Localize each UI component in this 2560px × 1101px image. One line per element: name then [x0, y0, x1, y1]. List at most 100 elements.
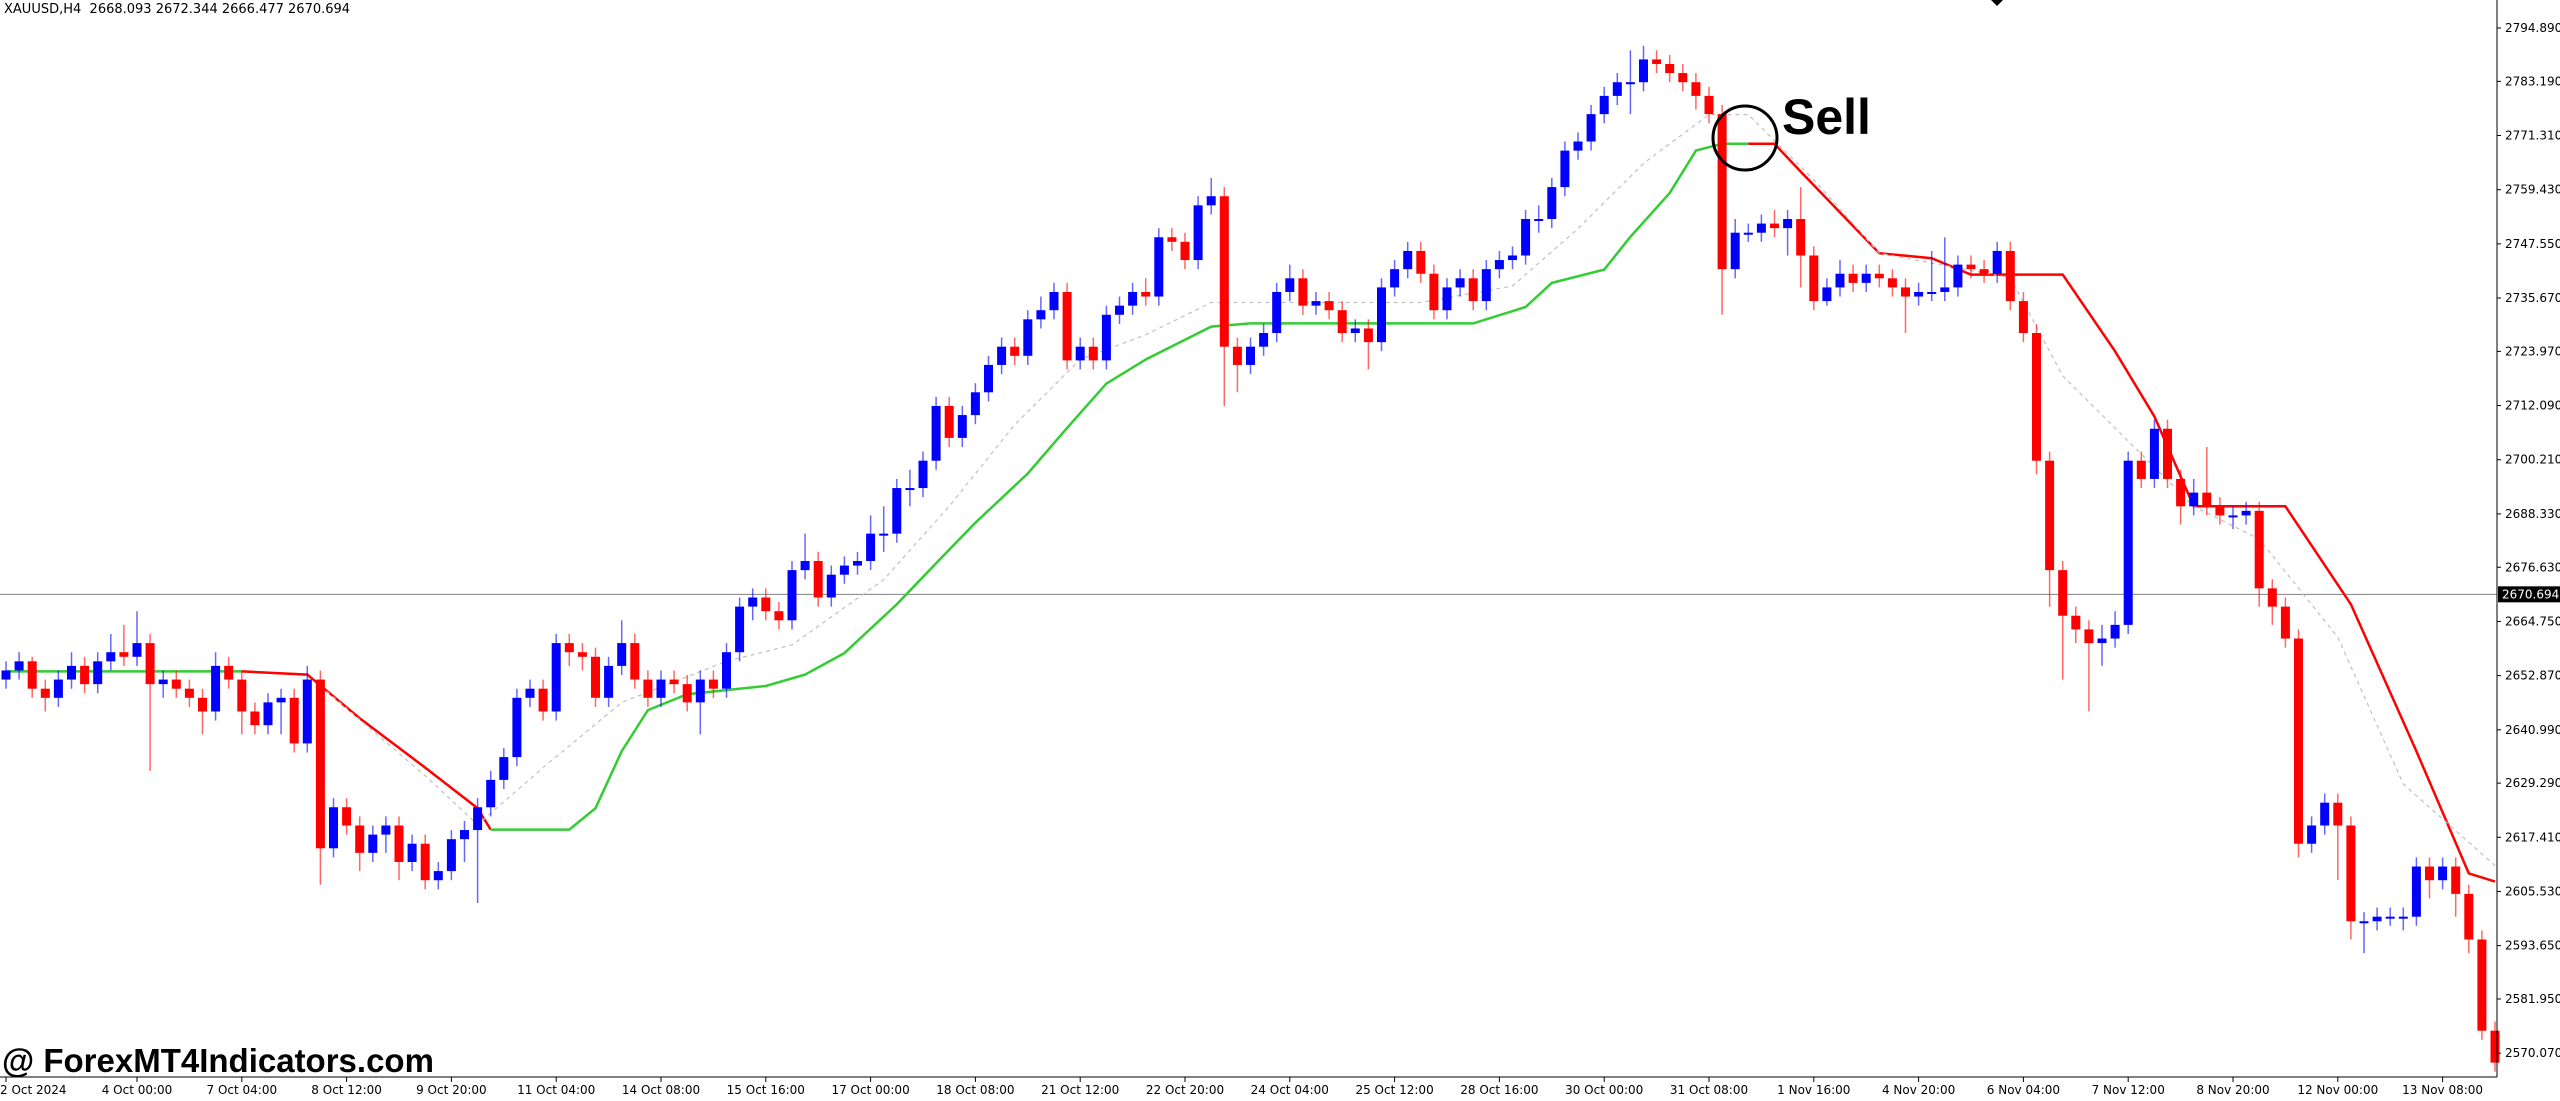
- candle-body: [499, 757, 509, 780]
- bull-candle: [525, 679, 535, 707]
- bear-candle: [591, 647, 600, 707]
- bull-candle: [1193, 196, 1203, 270]
- candle-body: [905, 488, 915, 491]
- candle-body: [2136, 460, 2146, 479]
- candle-body: [591, 656, 600, 698]
- bear-candle: [2280, 597, 2290, 648]
- candle-body: [1547, 187, 1557, 220]
- chart-header: XAUUSD,H4 2668.093 2672.344 2666.477 267…: [4, 2, 350, 17]
- candle-body: [1743, 232, 1753, 235]
- bull-candle: [1023, 310, 1033, 365]
- bull-candle: [2097, 624, 2107, 666]
- bear-candle: [355, 816, 365, 872]
- x-tick-label: 4 Nov 20:00: [1882, 1083, 1955, 1097]
- x-tick-label: 15 Oct 16:00: [727, 1083, 805, 1097]
- bear-candle: [2084, 620, 2094, 712]
- candle-body: [93, 661, 103, 685]
- candle-body: [2346, 825, 2356, 922]
- candle-body: [1285, 278, 1295, 292]
- bull-candle: [1390, 260, 1400, 297]
- candle-body: [2032, 333, 2041, 461]
- candle-body: [302, 679, 312, 744]
- bear-candle: [2018, 291, 2028, 343]
- x-tick-label: 11 Oct 04:00: [517, 1083, 595, 1097]
- candle-body: [1455, 278, 1465, 288]
- candle-body: [1219, 196, 1229, 347]
- candle-body: [1010, 346, 1020, 356]
- bull-candle: [2189, 478, 2199, 516]
- bear-candle: [2202, 447, 2212, 516]
- candle-body: [1717, 114, 1727, 270]
- bear-candle: [1298, 269, 1308, 315]
- current-price-label: 2670.694: [2502, 587, 2559, 601]
- candle-body: [1298, 278, 1308, 306]
- bear-candle: [1874, 264, 1884, 288]
- bear-candle: [40, 679, 50, 712]
- candle-body: [1193, 205, 1203, 261]
- y-tick-label: 2794.890: [2505, 21, 2560, 35]
- candle-body: [1874, 273, 1884, 279]
- candle-body: [1953, 264, 1963, 288]
- bear-candle: [1141, 278, 1151, 306]
- x-tick-label: 25 Oct 12:00: [1355, 1083, 1433, 1097]
- candle-body: [2202, 492, 2212, 507]
- bear-candle: [2477, 930, 2487, 1040]
- candle-body: [2254, 510, 2264, 589]
- candle-body: [1560, 150, 1570, 188]
- candle-body: [2123, 460, 2133, 625]
- candle-body: [315, 679, 325, 849]
- bear-candle: [2136, 451, 2146, 489]
- bull-candle: [2149, 419, 2159, 489]
- candle-body: [892, 488, 902, 534]
- y-tick-label: 2617.410: [2505, 830, 2560, 844]
- bear-candle: [2333, 793, 2343, 881]
- current-price-badge: [2498, 586, 2560, 603]
- bear-candle: [2032, 323, 2041, 475]
- bear-candle: [708, 670, 718, 698]
- bull-candle: [787, 561, 797, 630]
- ma-trend-line: [320, 113, 2496, 867]
- bull-candle: [1259, 323, 1269, 356]
- candle-body: [1246, 346, 1255, 365]
- candle-body: [774, 611, 784, 621]
- bull-candle: [1914, 282, 1924, 306]
- chart-shift-marker-icon[interactable]: [1991, 0, 2003, 6]
- candle-body: [1115, 305, 1124, 315]
- bull-candle: [2110, 611, 2120, 648]
- candle-body: [512, 697, 522, 758]
- candle-body: [1901, 287, 1910, 297]
- x-tick-label: 22 Oct 20:00: [1146, 1083, 1224, 1097]
- candle-body: [656, 679, 666, 698]
- bull-candle: [1115, 296, 1124, 324]
- x-tick-label: 24 Oct 04:00: [1251, 1083, 1329, 1097]
- candle-body: [1914, 291, 1924, 297]
- bear-candle: [394, 816, 404, 881]
- bear-candle: [1180, 232, 1190, 270]
- bear-candle: [2176, 469, 2186, 525]
- bull-candle: [1743, 223, 1753, 242]
- bear-candle: [1770, 209, 1779, 238]
- candle-body: [2490, 1030, 2500, 1063]
- sell-trend-line: [1748, 142, 2496, 883]
- y-tick-label: 2629.290: [2505, 776, 2560, 790]
- bull-candle: [433, 861, 443, 890]
- bear-candle: [577, 643, 587, 671]
- y-tick-label: 2700.210: [2505, 453, 2560, 467]
- bull-candle: [67, 652, 76, 689]
- candle-body: [355, 825, 365, 853]
- candle-body: [1494, 260, 1504, 270]
- bull-candle: [656, 670, 666, 707]
- bull-candle: [158, 670, 168, 698]
- sell-signal-circle: [1711, 104, 1779, 172]
- bull-candle: [918, 451, 928, 498]
- candle-body: [106, 652, 116, 662]
- candle-body: [1167, 237, 1177, 242]
- sell-trend-line: [241, 670, 492, 831]
- bull-candle: [2372, 907, 2382, 931]
- bull-candle: [1625, 50, 1635, 115]
- bull-candle: [14, 652, 24, 680]
- candle-body: [1704, 95, 1714, 115]
- bull-candle: [1586, 105, 1596, 151]
- candle-body: [1809, 255, 1819, 302]
